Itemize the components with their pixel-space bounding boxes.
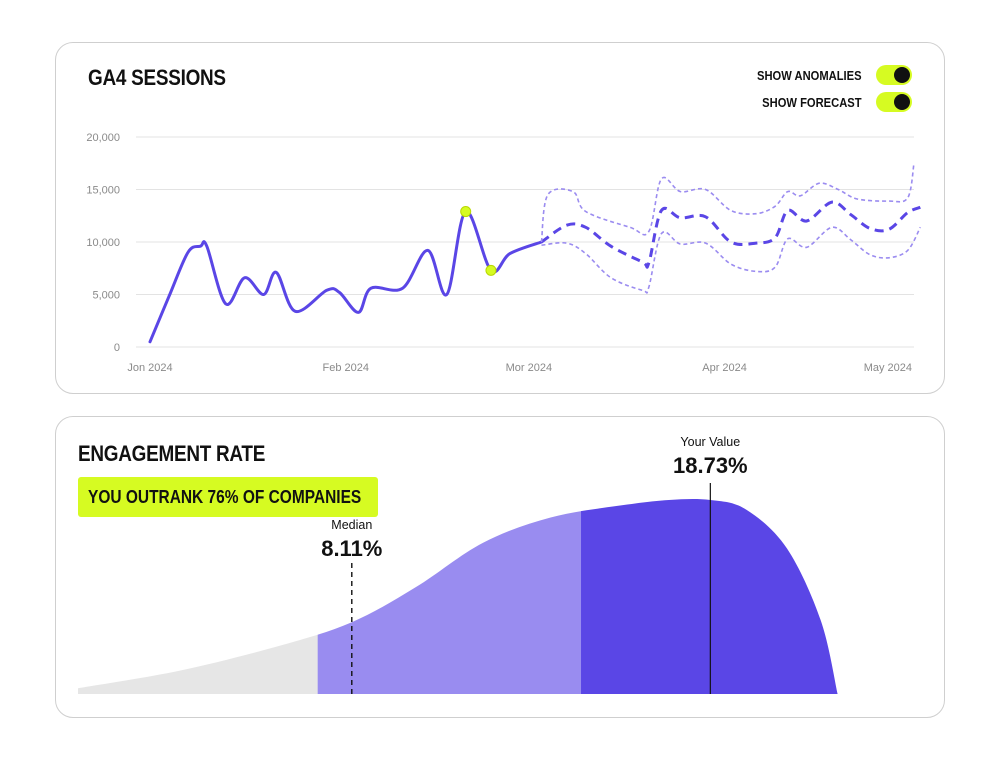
y-tick-label: 10,000 (86, 237, 120, 249)
sessions-line-chart: 0 5,000 10,000 15,000 20,000 Jon 2024 Feb 2024… (86, 132, 922, 374)
distribution-band-low (78, 634, 319, 694)
anomalies-toggle[interactable] (876, 65, 912, 85)
y-tick-label: 5,000 (92, 290, 120, 302)
distribution-band-top (581, 499, 838, 694)
engagement-card: Median 8.11% Your Value 18.73% ENGAGEMENT R… (55, 416, 945, 718)
forecast-toggle[interactable] (876, 92, 912, 112)
distribution-band-mid (317, 511, 582, 694)
anomaly-point (485, 264, 497, 276)
forecast-series-line (540, 200, 921, 269)
forecast-upper-series-line (540, 163, 915, 243)
x-tick-label: Feb 2024 (322, 362, 368, 374)
outrank-suffix: OF COMPANIES (238, 486, 362, 507)
y-tick-label: 20,000 (86, 132, 120, 144)
x-tick-label: May 2024 (864, 362, 912, 374)
median-value: 8.11% (321, 536, 382, 561)
anomalies-toggle-label: SHOW ANOMALIES (757, 67, 862, 83)
x-tick-label: Jon 2024 (127, 362, 172, 374)
x-tick-label: Mor 2024 (506, 362, 552, 374)
x-tick-label: Apr 2024 (702, 362, 747, 374)
forecast-lower-series-line (541, 226, 922, 294)
y-tick-label: 15,000 (86, 185, 120, 197)
median-label: Median (331, 518, 372, 532)
sessions-title: GA4 SESSIONS (88, 65, 226, 90)
your-value-label: Your Value (680, 435, 740, 449)
engagement-title: ENGAGEMENT RATE (78, 441, 266, 466)
outrank-prefix: YOU OUTRANK (88, 486, 208, 507)
outrank-badge: YOU OUTRANK 76% OF COMPANIES (78, 477, 378, 517)
toggle-knob (894, 67, 910, 83)
anomalies-toggle-row: SHOW ANOMALIES (740, 65, 912, 85)
outrank-text: YOU OUTRANK 76% OF COMPANIES (88, 486, 361, 508)
toggle-knob (894, 94, 910, 110)
anomaly-point (460, 206, 472, 218)
y-tick-label: 0 (114, 342, 120, 354)
outrank-value: 76% (207, 486, 239, 507)
sessions-card: GA4 SESSIONS SHOW ANOMALIES SHOW FORECAS… (55, 42, 945, 394)
your-value-value: 18.73% (673, 453, 748, 478)
forecast-toggle-row: SHOW FORECAST (746, 92, 912, 112)
actual-series-line (148, 209, 543, 344)
forecast-toggle-label: SHOW FORECAST (762, 94, 862, 110)
engagement-distribution-chart: Median 8.11% Your Value 18.73% (78, 435, 838, 694)
